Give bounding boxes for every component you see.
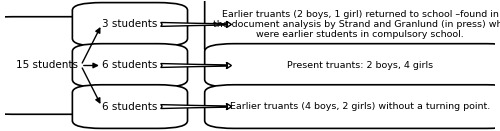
Text: 6 students: 6 students — [102, 61, 158, 70]
Text: Present truants: 2 boys, 4 girls: Present truants: 2 boys, 4 girls — [287, 61, 434, 70]
FancyBboxPatch shape — [0, 17, 120, 114]
FancyBboxPatch shape — [204, 85, 500, 128]
Text: Earlier truants (4 boys, 2 girls) without a turning point.: Earlier truants (4 boys, 2 girls) withou… — [230, 102, 490, 111]
FancyBboxPatch shape — [72, 44, 188, 87]
FancyBboxPatch shape — [72, 3, 188, 46]
Text: 3 students: 3 students — [102, 19, 158, 29]
FancyBboxPatch shape — [204, 0, 500, 56]
FancyBboxPatch shape — [204, 44, 500, 87]
Text: 15 students: 15 students — [16, 61, 78, 70]
FancyBboxPatch shape — [72, 85, 188, 128]
Text: 6 students: 6 students — [102, 102, 158, 112]
Text: Earlier truants (2 boys, 1 girl) returned to school –found in
the document analy: Earlier truants (2 boys, 1 girl) returne… — [212, 10, 500, 39]
